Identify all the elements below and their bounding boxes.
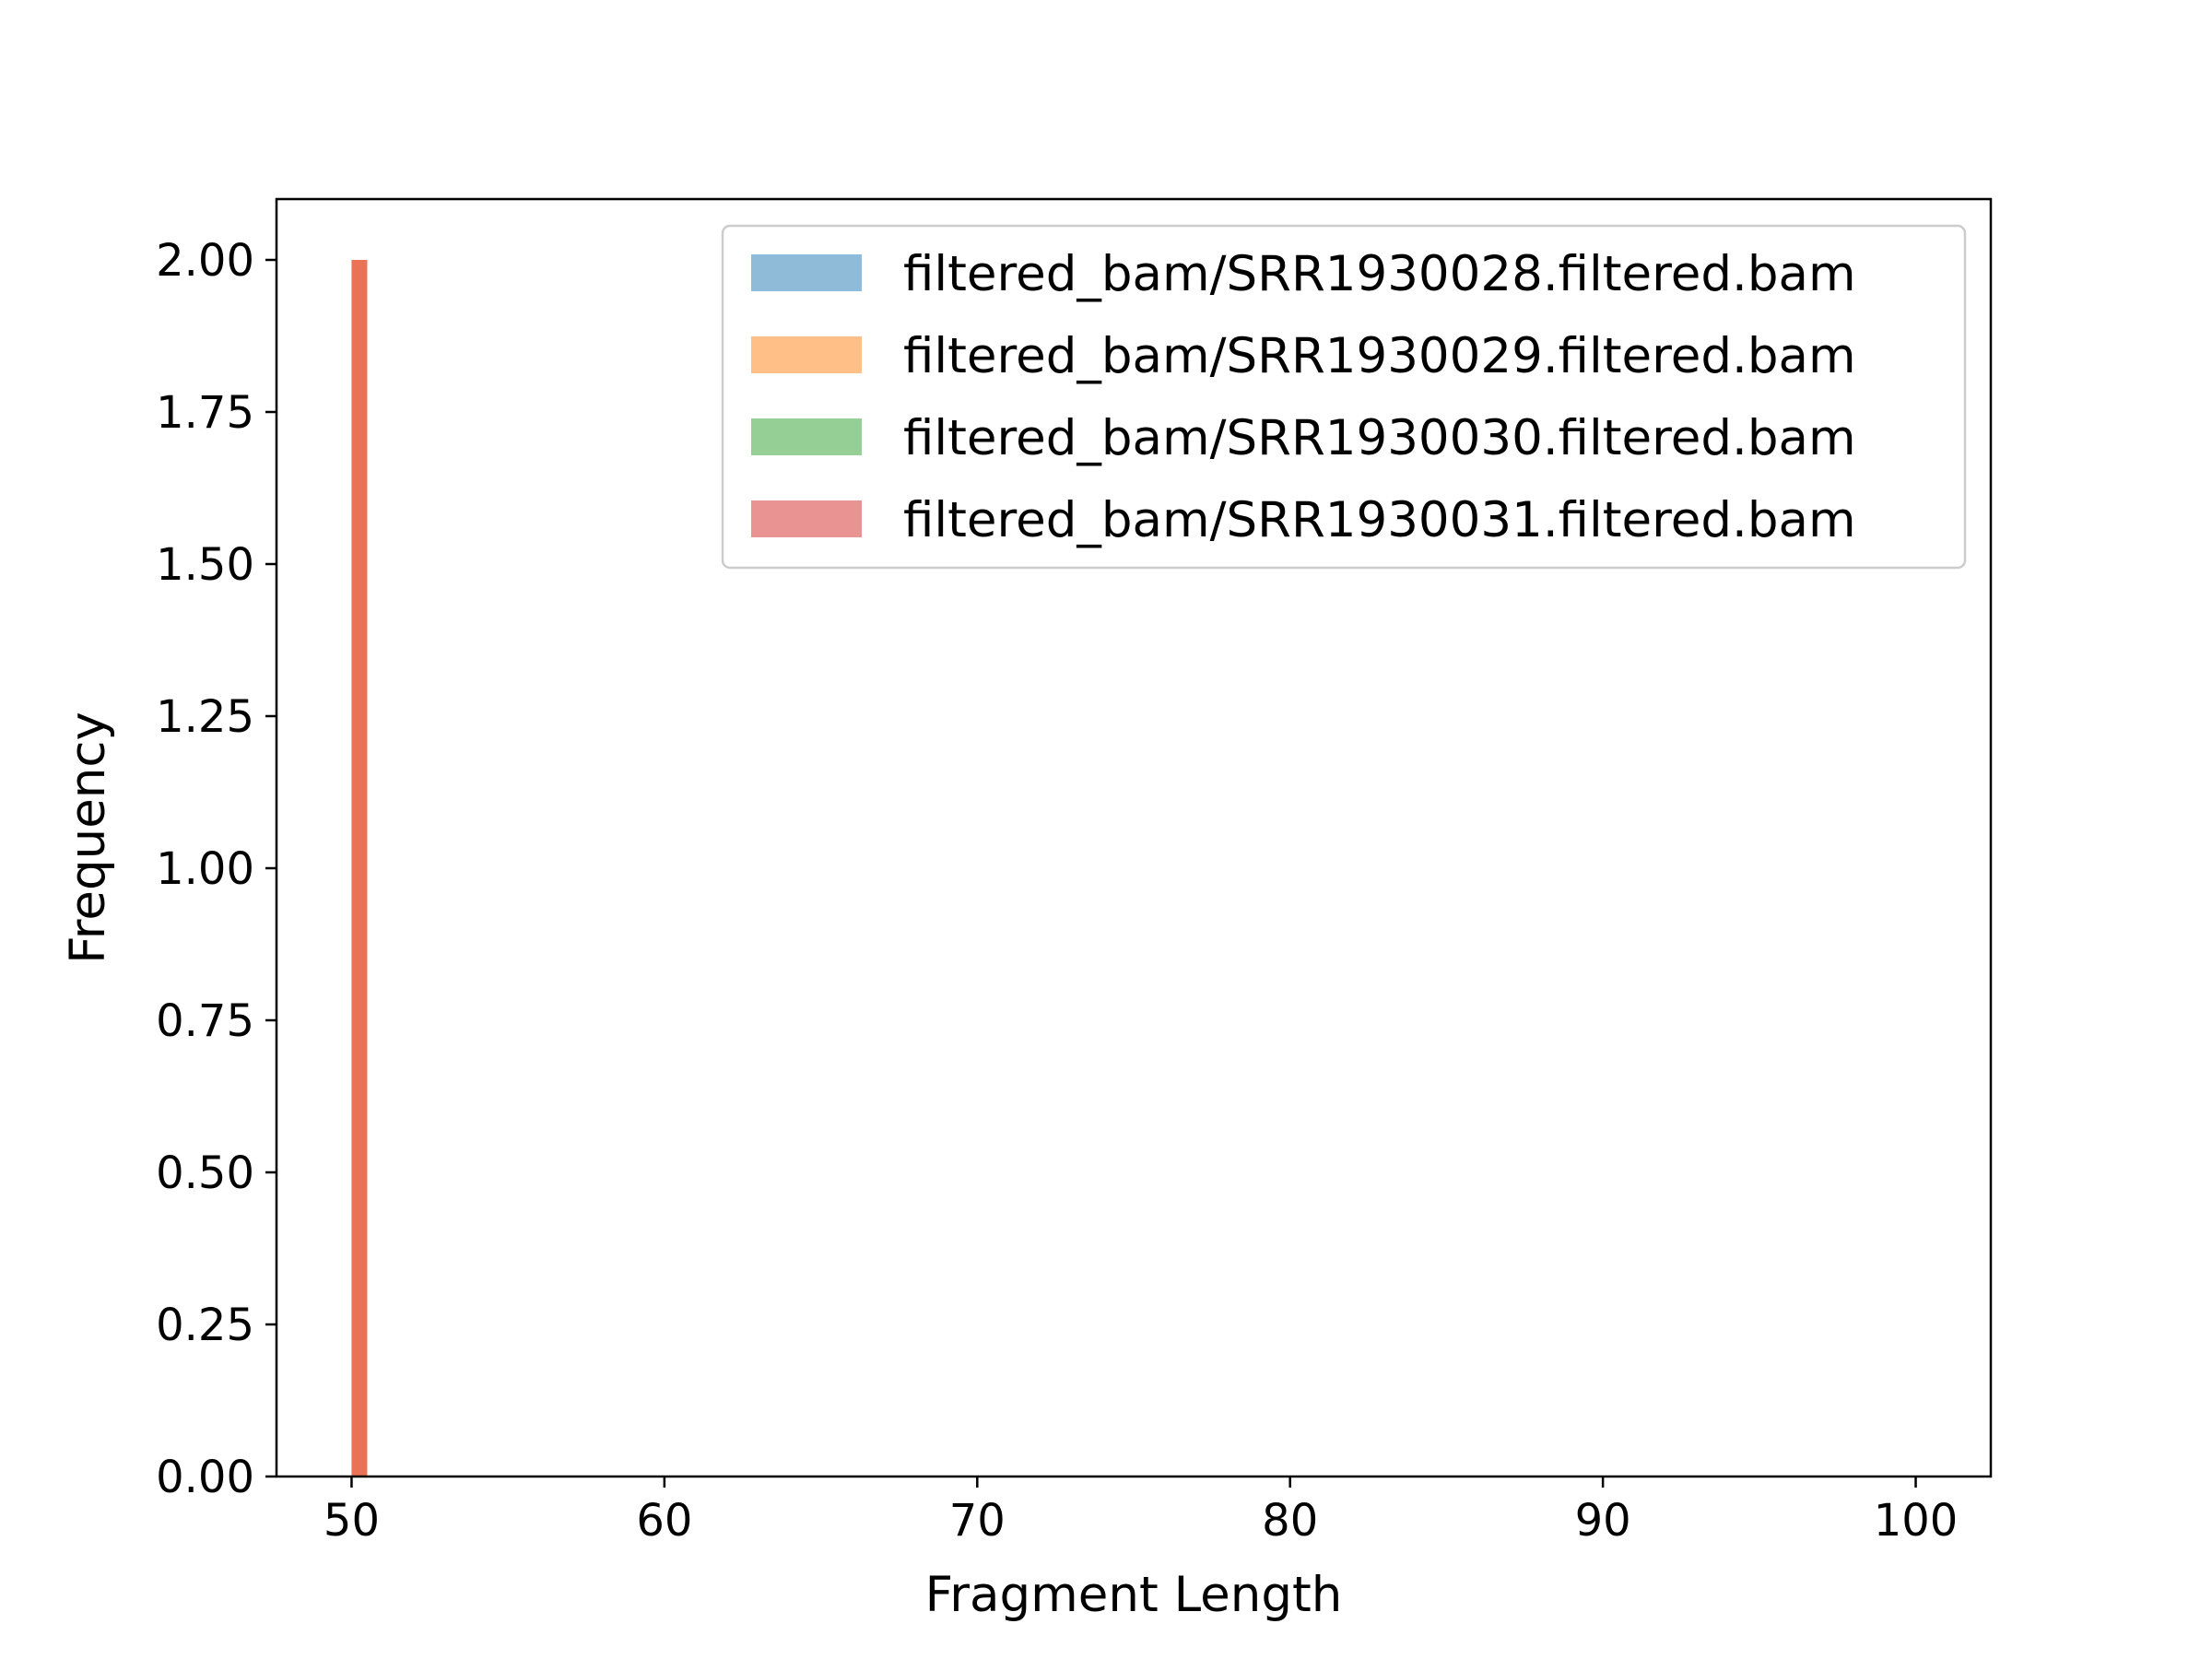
y-tick-label-3: 0.50 (156, 1147, 254, 1199)
x-tick-label-4: 80 (1262, 1495, 1318, 1547)
y-axis-ticks: 0.00 0.25 0.50 0.75 1.00 1.25 1.50 1.75 2.00 (156, 235, 276, 1503)
legend-label-3: filtered_bam/SRR1930030.filtered.bam (903, 410, 1856, 466)
legend-label-4: filtered_bam/SRR1930031.filtered.bam (903, 492, 1856, 548)
x-tick-label-6: 100 (1874, 1495, 1959, 1547)
y-tick-label-2: 0.25 (156, 1300, 254, 1351)
legend-swatch-2 (751, 336, 862, 373)
legend-items: filtered_bam/SRR1930028.filtered.bamfilt… (751, 246, 1856, 548)
y-tick-label-1: 0.00 (156, 1452, 254, 1503)
y-tick-label-5: 1.00 (156, 843, 254, 895)
x-tick-label-2: 60 (636, 1495, 692, 1547)
x-tick-label-5: 90 (1575, 1495, 1631, 1547)
plot-frame (275, 197, 1993, 1478)
histogram-bar-series-4-bin-1 (351, 260, 368, 1477)
x-axis-ticks: 50 60 70 80 90 100 (324, 1477, 1958, 1547)
y-tick-label-9: 2.00 (156, 235, 254, 287)
legend-swatch-3 (751, 418, 862, 455)
legend-label-1: filtered_bam/SRR1930028.filtered.bam (903, 246, 1856, 302)
y-axis-label: Frequency (60, 712, 116, 964)
y-tick-label-4: 0.75 (156, 995, 254, 1047)
legend-label-2: filtered_bam/SRR1930029.filtered.bam (903, 328, 1856, 384)
x-tick-label-3: 70 (949, 1495, 1006, 1547)
legend-swatch-1 (751, 254, 862, 291)
legend: filtered_bam/SRR1930028.filtered.bamfilt… (721, 224, 1967, 570)
y-tick-label-6: 1.25 (156, 691, 254, 743)
x-axis-label: Fragment Length (925, 1567, 1343, 1623)
x-tick-label-1: 50 (324, 1495, 380, 1547)
y-tick-label-7: 1.50 (156, 539, 254, 591)
y-tick-label-8: 1.75 (156, 387, 254, 439)
legend-swatch-4 (751, 500, 862, 537)
histogram-bars (351, 260, 368, 1477)
legend-box (721, 224, 1967, 570)
